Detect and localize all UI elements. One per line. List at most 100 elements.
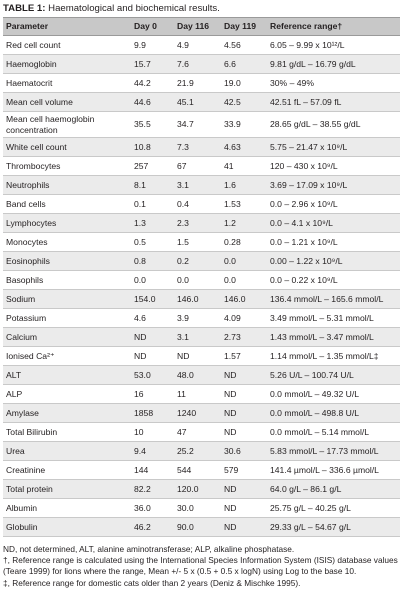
parameter-cell: Haematocrit bbox=[3, 73, 131, 93]
day-116-cell: 4.9 bbox=[174, 35, 221, 55]
table-row: Haematocrit 44.2 21.9 19.0 30% – 49% bbox=[3, 73, 400, 93]
day-116-cell: 1.5 bbox=[174, 232, 221, 252]
day-0-cell: 44.2 bbox=[131, 73, 174, 93]
parameter-cell: Albumin bbox=[3, 498, 131, 518]
day-116-cell: 3.9 bbox=[174, 308, 221, 328]
table-row: Mean cell haemoglobin concentration 35.5 3… bbox=[3, 111, 400, 138]
parameter-cell: Sodium bbox=[3, 289, 131, 309]
day-119-cell: 1.57 bbox=[221, 346, 267, 366]
day-119-cell: 0.0 bbox=[221, 270, 267, 290]
table-row: Urea 9.4 25.2 30.6 5.83 mmol/L – 17.73 mmol/… bbox=[3, 441, 400, 461]
table-row: Sodium 154.0 146.0 146.0 136.4 mmol/L – 165.… bbox=[3, 289, 400, 309]
day-116-cell: 3.1 bbox=[174, 327, 221, 347]
reference-cell: 0.0 – 2.96 x 10⁹/L bbox=[267, 194, 400, 214]
day-116-cell: 34.7 bbox=[174, 111, 221, 138]
reference-cell: 9.81 g/dL – 16.79 g/dL bbox=[267, 54, 400, 74]
reference-cell: 0.0 – 0.22 x 10⁹/L bbox=[267, 270, 400, 290]
reference-cell: 5.75 – 21.47 x 10⁹/L bbox=[267, 137, 400, 157]
table-row: Albumin 36.0 30.0 ND 25.75 g/L – 40.25 g/L bbox=[3, 498, 400, 518]
day-119-cell: ND bbox=[221, 498, 267, 518]
day-116-cell: 3.1 bbox=[174, 175, 221, 195]
results-table: Parameter Day 0 Day 116 Day 119 Referenc… bbox=[3, 17, 400, 537]
day-0-cell: 257 bbox=[131, 156, 174, 176]
reference-cell: 30% – 49% bbox=[267, 73, 400, 93]
table-row: White cell count 10.8 7.3 4.63 5.75 – 21.47 … bbox=[3, 137, 400, 157]
table-row: Total protein 82.2 120.0 ND 64.0 g/L – 86.1 … bbox=[3, 479, 400, 499]
table-row: Eosinophils 0.8 0.2 0.0 0.00 – 1.22 x 10⁹/L bbox=[3, 251, 400, 271]
day-119-cell: 1.53 bbox=[221, 194, 267, 214]
parameter-cell: Basophils bbox=[3, 270, 131, 290]
reference-cell: 29.33 g/L – 54.67 g/L bbox=[267, 517, 400, 537]
parameter-cell: Haemoglobin bbox=[3, 54, 131, 74]
reference-cell: 1.43 mmol/L – 3.47 mmol/L bbox=[267, 327, 400, 347]
day-0-cell: 144 bbox=[131, 460, 174, 480]
table-row: Haemoglobin 15.7 7.6 6.6 9.81 g/dL – 16.79 g… bbox=[3, 54, 400, 74]
day-0-cell: 35.5 bbox=[131, 111, 174, 138]
day-0-cell: 8.1 bbox=[131, 175, 174, 195]
table-row: ALT 53.0 48.0 ND 5.26 U/L – 100.74 U/L bbox=[3, 365, 400, 385]
day-119-cell: 42.5 bbox=[221, 92, 267, 112]
footnote-domestic-cats: ‡, Reference range for domestic cats old… bbox=[3, 577, 301, 588]
day-119-cell: 19.0 bbox=[221, 73, 267, 93]
reference-cell: 0.0 mmol/L – 498.8 U/L bbox=[267, 403, 400, 423]
table-row: Potassium 4.6 3.9 4.09 3.49 mmol/L – 5.31 mm… bbox=[3, 308, 400, 328]
day-0-cell: 154.0 bbox=[131, 289, 174, 309]
day-119-cell: ND bbox=[221, 384, 267, 404]
header-day-119: Day 119 bbox=[221, 17, 267, 36]
reference-cell: 3.69 – 17.09 x 10⁹/L bbox=[267, 175, 400, 195]
table-row: Band cells 0.1 0.4 1.53 0.0 – 2.96 x 10⁹/L bbox=[3, 194, 400, 214]
footnote-abbreviations: ND, not determined, ALT, alanine aminotr… bbox=[3, 544, 295, 554]
day-119-cell: ND bbox=[221, 365, 267, 385]
table-row: Lymphocytes 1.3 2.3 1.2 0.0 – 4.1 x 10⁹/L bbox=[3, 213, 400, 233]
day-119-cell: ND bbox=[221, 479, 267, 499]
day-119-cell: 1.2 bbox=[221, 213, 267, 233]
parameter-cell: Eosinophils bbox=[3, 251, 131, 271]
header-day-116: Day 116 bbox=[174, 17, 221, 36]
table-row: Red cell count 9.9 4.9 4.56 6.05 – 9.99 x 10… bbox=[3, 35, 400, 55]
day-116-cell: 0.2 bbox=[174, 251, 221, 271]
day-116-cell: 30.0 bbox=[174, 498, 221, 518]
table-row: Mean cell volume 44.6 45.1 42.5 42.51 fL – 5… bbox=[3, 92, 400, 112]
day-116-cell: 90.0 bbox=[174, 517, 221, 537]
table-row: Ionised Ca²⁺ ND ND 1.57 1.14 mmol/L – 1.35 m… bbox=[3, 346, 400, 366]
table-row: Globulin 46.2 90.0 ND 29.33 g/L – 54.67 g/L bbox=[3, 517, 400, 537]
day-119-cell: ND bbox=[221, 517, 267, 537]
day-116-cell: 47 bbox=[174, 422, 221, 442]
day-116-cell: 0.4 bbox=[174, 194, 221, 214]
day-116-cell: 21.9 bbox=[174, 73, 221, 93]
reference-cell: 5.26 U/L – 100.74 U/L bbox=[267, 365, 400, 385]
day-116-cell: 2.3 bbox=[174, 213, 221, 233]
day-0-cell: 82.2 bbox=[131, 479, 174, 499]
day-116-cell: 48.0 bbox=[174, 365, 221, 385]
parameter-cell: Urea bbox=[3, 441, 131, 461]
parameter-cell: ALT bbox=[3, 365, 131, 385]
parameter-cell: Potassium bbox=[3, 308, 131, 328]
parameter-cell: Monocytes bbox=[3, 232, 131, 252]
header-reference-range: Reference range† bbox=[267, 17, 400, 36]
reference-cell: 0.0 mmol/L – 5.14 mmol/L bbox=[267, 422, 400, 442]
parameter-cell: ALP bbox=[3, 384, 131, 404]
reference-cell: 28.65 g/dL – 38.55 g/dL bbox=[267, 111, 400, 138]
header-row: Parameter Day 0 Day 116 Day 119 Referenc… bbox=[3, 17, 400, 36]
parameter-cell: Calcium bbox=[3, 327, 131, 347]
table-row: Calcium ND 3.1 2.73 1.43 mmol/L – 3.47 mmol/… bbox=[3, 327, 400, 347]
parameter-cell: Lymphocytes bbox=[3, 213, 131, 233]
day-119-cell: 579 bbox=[221, 460, 267, 480]
day-0-cell: ND bbox=[131, 327, 174, 347]
reference-cell: 0.00 – 1.22 x 10⁹/L bbox=[267, 251, 400, 271]
day-0-cell: 16 bbox=[131, 384, 174, 404]
day-0-cell: 44.6 bbox=[131, 92, 174, 112]
reference-cell: 136.4 mmol/L – 165.6 mmol/L bbox=[267, 289, 400, 309]
caption-label: TABLE 1: bbox=[3, 3, 46, 14]
day-119-cell: 0.0 bbox=[221, 251, 267, 271]
day-0-cell: 15.7 bbox=[131, 54, 174, 74]
footnote-reference-range: †, Reference range is calculated using t… bbox=[3, 555, 398, 577]
parameter-cell: Band cells bbox=[3, 194, 131, 214]
reference-cell: 0.0 mmol/L – 49.32 U/L bbox=[267, 384, 400, 404]
reference-cell: 25.75 g/L – 40.25 g/L bbox=[267, 498, 400, 518]
table-row: Monocytes 0.5 1.5 0.28 0.0 – 1.21 x 10⁹/L bbox=[3, 232, 400, 252]
day-119-cell: 30.6 bbox=[221, 441, 267, 461]
day-116-cell: 25.2 bbox=[174, 441, 221, 461]
day-119-cell: 4.09 bbox=[221, 308, 267, 328]
